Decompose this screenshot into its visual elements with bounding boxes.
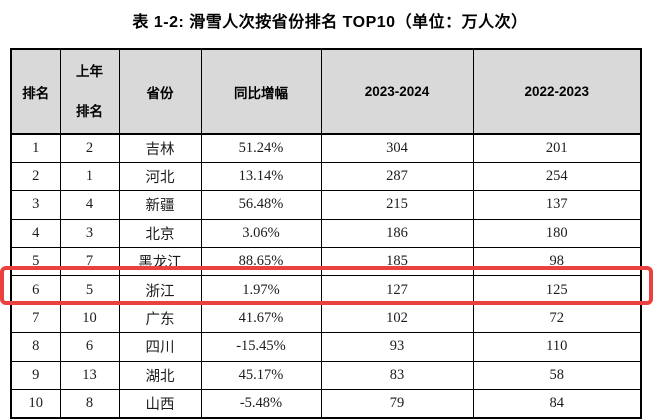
cell-season2324: 83: [320, 360, 474, 391]
cell-province: 四川: [118, 332, 202, 362]
cell-rank: 8: [10, 332, 61, 362]
cell-season2223: 72: [472, 303, 642, 334]
header-row: 排名 上年 排名 省份 同比增幅 2023-2024 2022-2023: [10, 48, 642, 135]
cell-yoy: -5.48%: [200, 389, 322, 419]
cell-rank: 2: [10, 161, 61, 192]
cell-province: 浙江: [118, 275, 202, 305]
table-row: 9 13 湖北 45.17% 83 58: [10, 360, 642, 391]
cell-season2223: 254: [472, 161, 642, 192]
cell-season2324: 215: [320, 190, 474, 220]
table-row-highlighted: 6 5 浙江 1.97% 127 125: [10, 275, 642, 305]
cell-yoy: 1.97%: [200, 275, 322, 305]
cell-prev: 2: [59, 133, 120, 163]
cell-province: 广东: [118, 303, 202, 334]
table-row: 1 2 吉林 51.24% 304 201: [10, 133, 642, 163]
cell-yoy: 56.48%: [200, 190, 322, 220]
cell-province: 新疆: [118, 190, 202, 220]
header-yoy-growth: 同比增幅: [200, 48, 322, 135]
cell-season2223: 84: [472, 389, 642, 419]
cell-season2223: 201: [472, 133, 642, 163]
cell-prev: 1: [59, 161, 120, 192]
table-row: 8 6 四川 -15.45% 93 110: [10, 332, 642, 362]
header-season-2023-2024: 2023-2024: [320, 48, 474, 135]
cell-yoy: 51.24%: [200, 133, 322, 163]
cell-rank: 7: [10, 303, 61, 334]
table-row: 3 4 新疆 56.48% 215 137: [10, 190, 642, 220]
cell-season2324: 102: [320, 303, 474, 334]
cell-season2324: 185: [320, 247, 474, 277]
cell-rank: 10: [10, 389, 61, 419]
cell-yoy: 41.67%: [200, 303, 322, 334]
cell-province: 黑龙江: [118, 247, 202, 277]
table-row: 7 10 广东 41.67% 102 72: [10, 303, 642, 334]
cell-province: 吉林: [118, 133, 202, 163]
cell-prev: 6: [59, 332, 120, 362]
cell-rank: 6: [10, 275, 61, 305]
cell-prev: 13: [59, 360, 120, 391]
table-header: 排名 上年 排名 省份 同比增幅 2023-2024 2022-2023: [10, 48, 642, 135]
header-season-2022-2023: 2022-2023: [472, 48, 642, 135]
cell-province: 北京: [118, 218, 202, 249]
cell-yoy: 3.06%: [200, 218, 322, 249]
cell-rank: 5: [10, 247, 61, 277]
cell-prev: 3: [59, 218, 120, 249]
cell-season2223: 58: [472, 360, 642, 391]
table-row: 4 3 北京 3.06% 186 180: [10, 218, 642, 249]
cell-yoy: 13.14%: [200, 161, 322, 192]
cell-province: 湖北: [118, 360, 202, 391]
cell-yoy: -15.45%: [200, 332, 322, 362]
cell-season2324: 93: [320, 332, 474, 362]
cell-season2223: 137: [472, 190, 642, 220]
cell-province: 河北: [118, 161, 202, 192]
cell-rank: 3: [10, 190, 61, 220]
table-body: 1 2 吉林 51.24% 304 201 2 1 河北 13.14% 287 254 3 4 新疆 56.4…: [10, 133, 642, 419]
cell-prev: 4: [59, 190, 120, 220]
cell-season2223: 180: [472, 218, 642, 249]
table-row: 10 8 山西 -5.48% 79 84: [10, 389, 642, 419]
cell-yoy: 88.65%: [200, 247, 322, 277]
cell-season2223: 125: [472, 275, 642, 305]
cell-season2324: 304: [320, 133, 474, 163]
cell-prev: 7: [59, 247, 120, 277]
cell-prev: 5: [59, 275, 120, 305]
cell-season2223: 110: [472, 332, 642, 362]
cell-prev: 10: [59, 303, 120, 334]
cell-province: 山西: [118, 389, 202, 419]
cell-season2223: 98: [472, 247, 642, 277]
page-title: 表 1-2: 滑雪人次按省份排名 TOP10（单位：万人次）: [132, 14, 528, 31]
header-province: 省份: [118, 48, 202, 135]
cell-season2324: 186: [320, 218, 474, 249]
cell-rank: 9: [10, 360, 61, 391]
cell-prev: 8: [59, 389, 120, 419]
header-rank: 排名: [10, 48, 61, 135]
cell-rank: 4: [10, 218, 61, 249]
table-row: 5 7 黑龙江 88.65% 185 98: [10, 247, 642, 277]
cell-season2324: 79: [320, 389, 474, 419]
table-row: 2 1 河北 13.14% 287 254: [10, 161, 642, 192]
cell-yoy: 45.17%: [200, 360, 322, 391]
cell-season2324: 127: [320, 275, 474, 305]
cell-season2324: 287: [320, 161, 474, 192]
cell-rank: 1: [10, 133, 61, 163]
header-prev-rank: 上年 排名: [59, 48, 120, 135]
